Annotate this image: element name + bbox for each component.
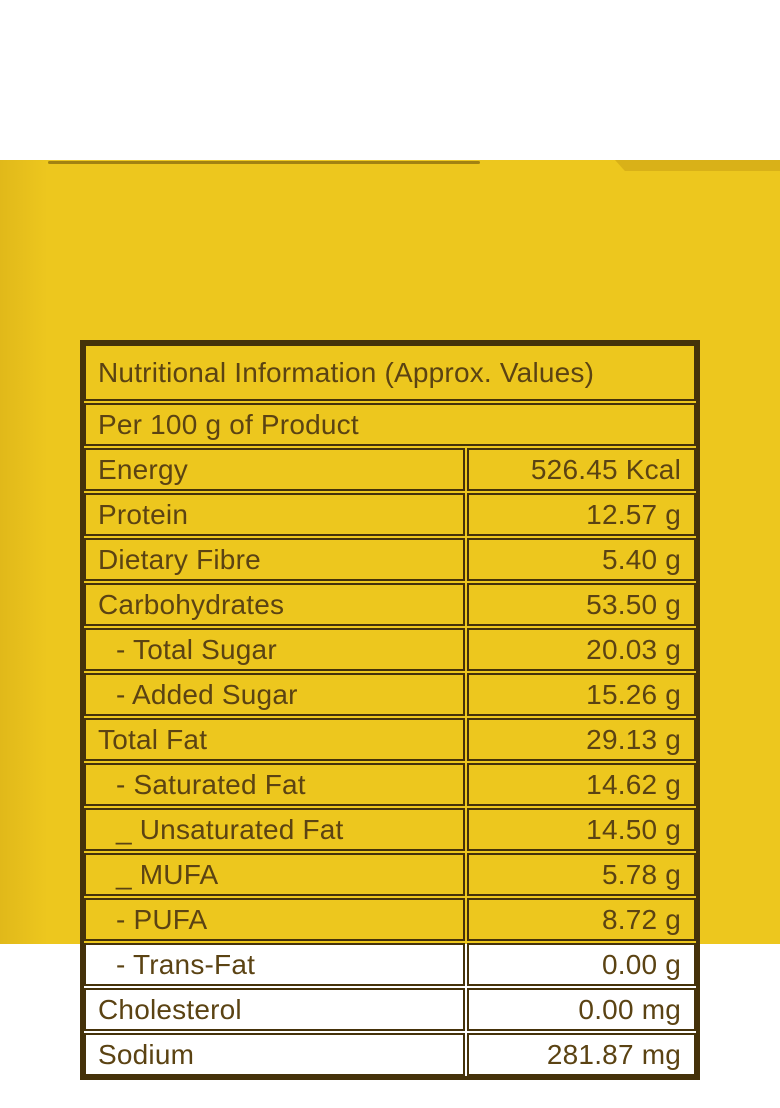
table-row-dietary-fibre: Dietary Fibre 5.40 g [84,538,696,581]
table-row-protein: Protein 12.57 g [84,493,696,536]
row-label: Carbohydrates [84,583,465,626]
row-value: 0.00 mg [467,988,696,1031]
row-label: Sodium [84,1033,465,1076]
row-label: - Total Sugar [84,628,465,671]
row-label: _ MUFA [84,853,465,896]
row-value: 29.13 g [467,718,696,761]
row-value: 20.03 g [467,628,696,671]
table-row-pufa: - PUFA 8.72 g [84,898,696,941]
table-row-energy: Energy 526.45 Kcal [84,448,696,491]
table-row-carbohydrates: Carbohydrates 53.50 g [84,583,696,626]
row-value: 14.50 g [467,808,696,851]
table-row-total-sugar: - Total Sugar 20.03 g [84,628,696,671]
row-value: 5.78 g [467,853,696,896]
row-label: Dietary Fibre [84,538,465,581]
package-corner-shadow [615,160,780,171]
nutrition-table: Nutritional Information (Approx. Values)… [80,340,700,1080]
row-value: 526.45 Kcal [467,448,696,491]
row-value: 14.62 g [467,763,696,806]
table-row-total-fat: Total Fat 29.13 g [84,718,696,761]
table-row-mufa: _ MUFA 5.78 g [84,853,696,896]
row-label: _ Unsaturated Fat [84,808,465,851]
package-top-edge-shadow [48,161,480,164]
row-value: 12.57 g [467,493,696,536]
row-label: - Added Sugar [84,673,465,716]
row-value: 53.50 g [467,583,696,626]
table-row-sodium: Sodium 281.87 mg [84,1033,696,1076]
row-label: - PUFA [84,898,465,941]
table-subtitle: Per 100 g of Product [84,403,696,446]
table-row-cholesterol: Cholesterol 0.00 mg [84,988,696,1031]
row-value: 5.40 g [467,538,696,581]
row-value: 0.00 g [467,943,696,986]
row-label: Energy [84,448,465,491]
table-row-saturated-fat: - Saturated Fat 14.62 g [84,763,696,806]
row-label: Protein [84,493,465,536]
package-left-shadow [0,160,56,944]
row-label: - Trans-Fat [84,943,465,986]
row-label: Total Fat [84,718,465,761]
table-row-added-sugar: - Added Sugar 15.26 g [84,673,696,716]
table-row-trans-fat: - Trans-Fat 0.00 g [84,943,696,986]
row-value: 15.26 g [467,673,696,716]
package-label-photo: Nutritional Information (Approx. Values)… [0,160,780,1080]
table-row-unsaturated-fat: _ Unsaturated Fat 14.50 g [84,808,696,851]
row-value: 8.72 g [467,898,696,941]
row-label: - Saturated Fat [84,763,465,806]
row-label: Cholesterol [84,988,465,1031]
row-value: 281.87 mg [467,1033,696,1076]
table-title: Nutritional Information (Approx. Values) [84,344,696,401]
